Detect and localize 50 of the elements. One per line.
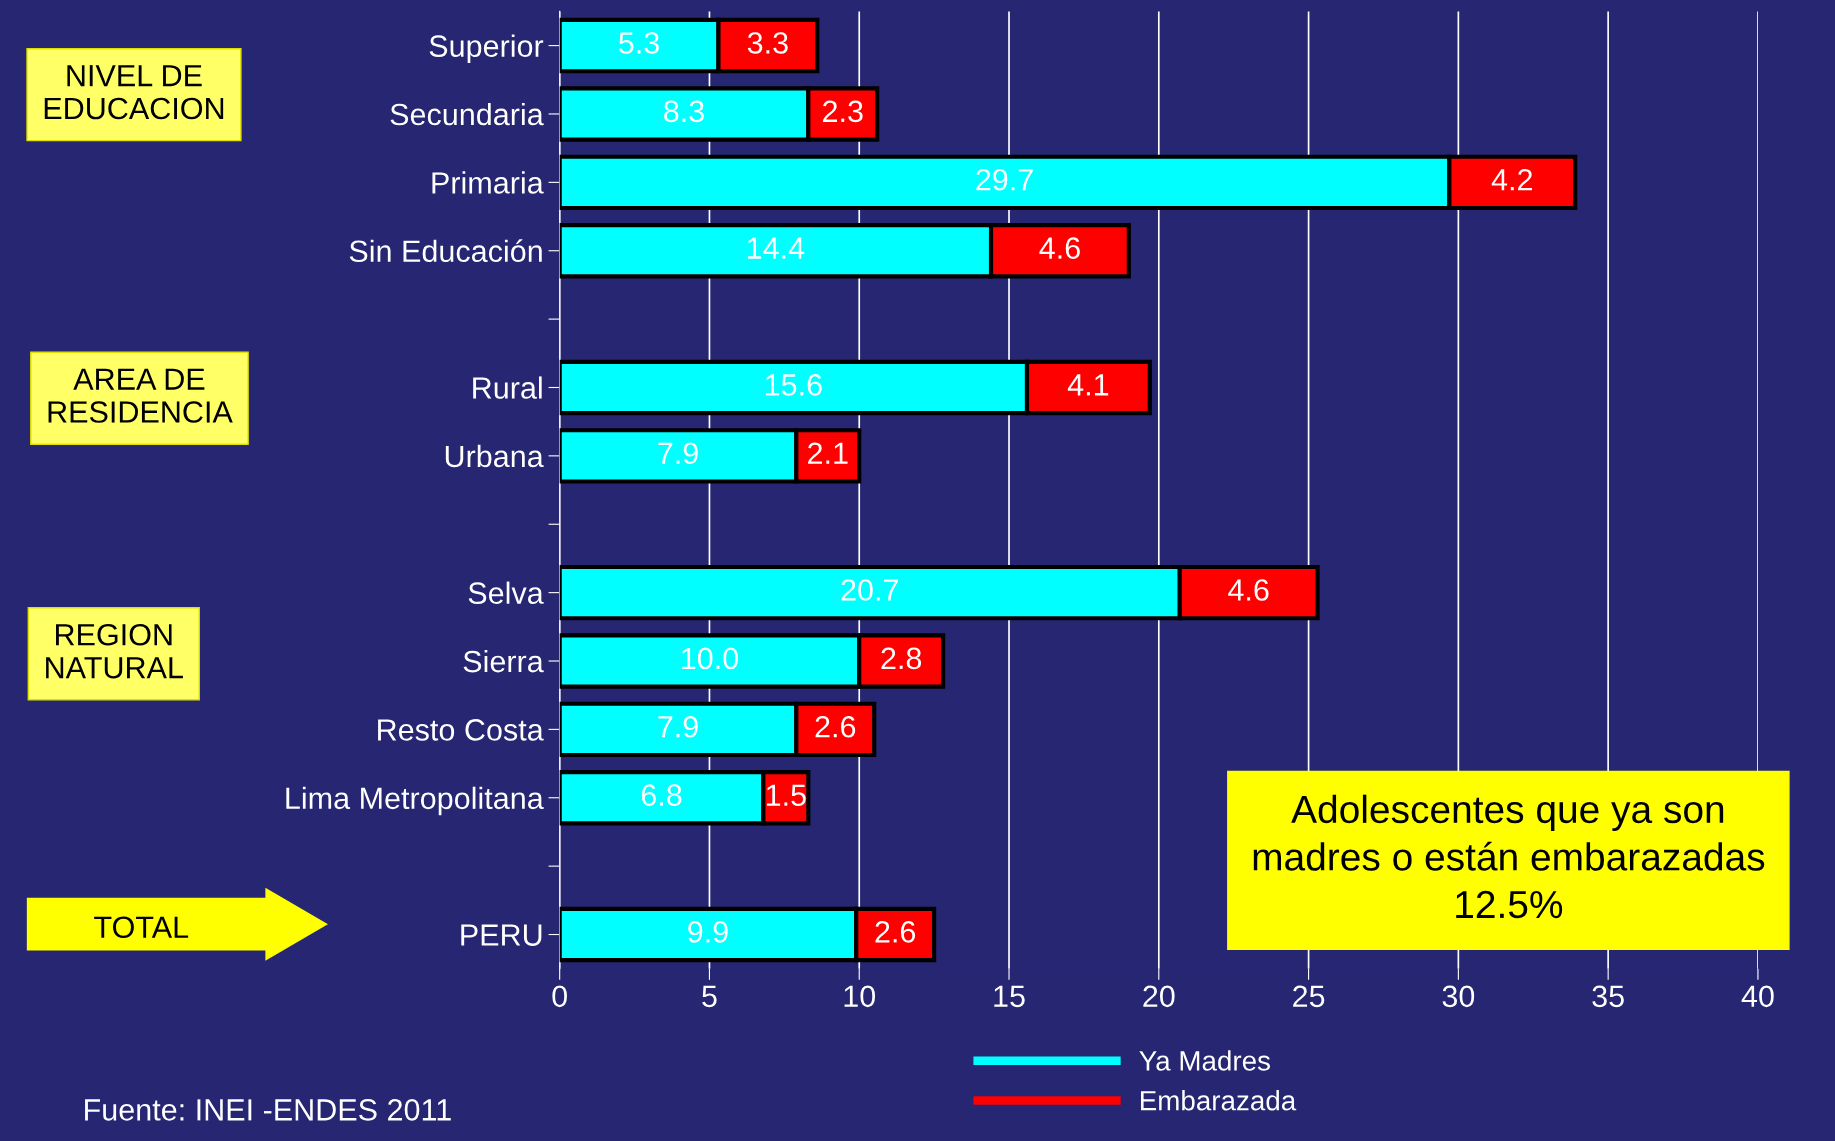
data-label: 9.9	[688, 921, 728, 943]
y-tick-label: Superior	[429, 34, 544, 64]
data-label: 4.1	[1067, 374, 1109, 396]
data-label: 3.3	[747, 32, 788, 54]
x-tick-label: 20	[1143, 985, 1175, 1008]
y-tick-label: Selva	[468, 581, 544, 604]
y-tick-label: Primaria	[432, 171, 544, 194]
data-label: 8.3	[664, 100, 704, 123]
x-tick-label: 0	[552, 985, 567, 1008]
x-tick-label: 25	[1293, 985, 1325, 1008]
x-tick-label: 5	[702, 985, 717, 1008]
x-tick-label: 40	[1741, 985, 1774, 1008]
data-label: 2.6	[815, 715, 856, 738]
data-label: 2.8	[881, 647, 922, 670]
text: TOTAL	[94, 916, 189, 939]
data-label: 20.7	[841, 579, 898, 601]
y-tick-label: Lima Metropolitana	[286, 786, 544, 816]
data-label: 5.3	[619, 32, 659, 54]
source-note: Fuente: INEI -ENDES 2011	[85, 1099, 451, 1121]
y-tick-label: Secundaria	[390, 102, 544, 126]
y-tick-label: Urbana	[445, 444, 544, 468]
annotation: Adolescentes que ya son madres o están embarazadas 12.5%	[1253, 794, 1765, 919]
data-label: 29.7	[976, 168, 1033, 191]
x-tick-label: 10	[844, 985, 876, 1008]
y-tick-label: Rural	[473, 376, 542, 399]
legend-label: Ya Madres	[1139, 1050, 1270, 1071]
x-tick-label: 35	[1592, 985, 1624, 1008]
data-label: 1.5	[766, 784, 806, 806]
x-tick-label: 15	[994, 985, 1025, 1008]
text: AREA DE RESIDENCIA	[48, 368, 233, 423]
data-label: 14.4	[747, 237, 805, 259]
data-label: 4.6	[1039, 237, 1080, 259]
text: NIVEL DE EDUCACION	[44, 65, 224, 120]
legend-label: Embarazada	[1140, 1090, 1297, 1111]
data-label: 4.6	[1228, 579, 1269, 601]
data-label: 4.2	[1491, 168, 1532, 191]
data-label: 2.1	[808, 442, 848, 464]
y-tick-label: Sin Educación	[349, 239, 542, 263]
y-tick-label: PERU	[461, 924, 542, 946]
data-label: 6.8	[641, 784, 682, 806]
x-tick-label: 30	[1442, 985, 1475, 1008]
data-label: 2.3	[823, 100, 863, 123]
y-tick-label: Sierra	[463, 649, 544, 673]
data-label: 2.6	[875, 921, 916, 943]
y-tick-label: Resto Costa	[378, 719, 544, 741]
text: REGION NATURAL	[46, 623, 183, 679]
data-label: 15.6	[765, 374, 822, 396]
data-label: 10.0	[682, 647, 738, 670]
data-label: 7.9	[658, 442, 698, 465]
data-label: 7.9	[658, 715, 698, 738]
